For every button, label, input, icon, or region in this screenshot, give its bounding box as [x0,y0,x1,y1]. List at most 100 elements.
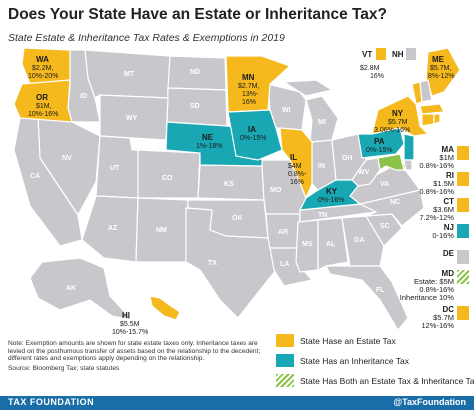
state-DE [403,159,413,171]
side-MD-rate: 0.8%-16% [419,285,454,294]
state-MD [377,153,405,172]
label-WI: WI [282,107,291,114]
label-WV: WV [358,169,370,176]
legend-estate-swatch [276,334,294,347]
side-DC-exempt: $5.7M [433,313,454,322]
legend-inheritance-swatch [276,354,294,367]
side-DE-swatch [457,250,469,264]
side-CT-exempt: $3.6M [433,205,454,214]
side-DE-abbr: DE [442,249,454,258]
label-AL: AL [326,241,336,248]
label-MN-rate: 13%- [242,91,259,98]
label-NY-abbr: NY [392,109,404,118]
side-MA: MA $1M 0.8%-16% [388,146,454,170]
footnote: Note: Exemption amounts are shown for st… [8,340,273,372]
label-IN: IN [318,163,325,170]
label-AZ: AZ [108,225,118,232]
label-OK: OK [232,215,243,222]
footnote-source: Source: Bloomberg Tax; state statutes [8,364,120,372]
state-NH [419,79,433,103]
label-TN: TN [318,212,327,219]
label-KY-abbr: KY [326,187,338,196]
side-RI-swatch [457,172,469,186]
side-DC-rate: 12%-16% [421,321,454,330]
label-NC: NC [390,199,400,206]
footnote-text: Note: Exemption amounts are shown for st… [8,340,261,363]
side-MA-exempt: $1M [439,153,454,162]
label-HI-abbr: HI [122,311,130,320]
state-CO [137,149,201,199]
side-DE: DE [388,250,454,258]
label-VT-exempt: $2.8M [360,65,380,72]
footer-handle: @TaxFoundation [393,397,466,407]
side-CT-swatch [457,198,469,212]
label-SC: SC [380,223,390,230]
side-RI: RI $1.5M 0.8%-16% [388,172,454,196]
state-NJ [403,133,415,161]
map-title: Does Your State Have an Estate or Inheri… [8,6,388,23]
side-MA-rate: 0.8%-16% [419,161,454,170]
label-FL: FL [376,287,385,294]
side-NJ: NJ 0-16% [388,224,454,240]
legend-both-label: State Has Both an Estate Tax & Inheritan… [300,376,474,386]
legend-both-swatch [276,374,294,387]
label-IA-abbr: IA [248,125,256,134]
state-OR [13,79,73,123]
label-IL-rate2: 16% [290,179,304,186]
label-ME-abbr: ME [432,55,445,64]
label-HI-rate: 10%-15.7% [112,329,148,336]
label-AR: AR [278,229,288,236]
label-VA: VA [380,181,389,188]
label-NV: NV [62,155,72,162]
state-MS [295,219,319,273]
label-NY-exempt: $5.7M [388,119,408,126]
label-OH: OH [342,155,353,162]
label-OR-abbr: OR [36,93,48,102]
label-MS: MS [302,241,313,248]
label-AK: AK [66,285,76,292]
label-PA-abbr: PA [374,137,385,146]
label-VT-abbr: VT [362,50,372,59]
label-MT: MT [124,71,135,78]
label-PA-rate: 0%-15% [366,147,392,154]
state-IA [227,109,283,161]
state-ME [425,47,461,97]
label-KY-rate: 0%-16% [318,197,344,204]
state-AL [317,217,349,271]
legend-inheritance-label: State Has an Inheritance Tax [300,356,409,366]
side-NJ-abbr: NJ [443,223,454,232]
side-RI-abbr: RI [446,171,454,180]
label-CO: CO [162,175,173,182]
label-ID: ID [80,93,87,100]
label-NE-rate: 1%-18% [196,143,222,150]
label-ME-rate: 8%-12% [428,73,454,80]
state-MA [419,103,445,115]
label-NE-abbr: NE [202,133,214,142]
label-MO: MO [270,187,282,194]
vt-swatch [376,48,386,60]
label-SD: SD [190,103,200,110]
label-NM: NM [156,227,167,234]
footer-bar: TAX FOUNDATION @TaxFoundation [0,396,474,410]
side-MA-abbr: MA [441,145,454,154]
label-MI: MI [318,119,326,126]
side-RI-rate: 0.8%-16% [419,187,454,196]
label-GA: GA [354,237,365,244]
state-NC [358,189,425,227]
state-FL [325,265,409,332]
label-MN-abbr: MN [242,73,255,82]
state-AK [29,257,134,321]
label-WA-exempt: $2.2M, [32,65,53,72]
state-HI [149,295,181,321]
label-IL-rate: 0.8%- [288,171,307,178]
state-KY [298,179,362,211]
label-HI-exempt: $5.5M [120,321,140,328]
side-NJ-swatch [457,224,469,238]
footer-brand: TAX FOUNDATION [8,397,95,407]
side-CT: CT $3.6M 7.2%-12% [388,198,454,222]
side-MD-inheritance: Inheritance 10% [399,293,454,302]
label-NH-abbr: NH [392,50,404,59]
map-subtitle: State Estate & Inheritance Tax Rates & E… [8,32,285,44]
side-MD-abbr: MD [441,269,454,278]
